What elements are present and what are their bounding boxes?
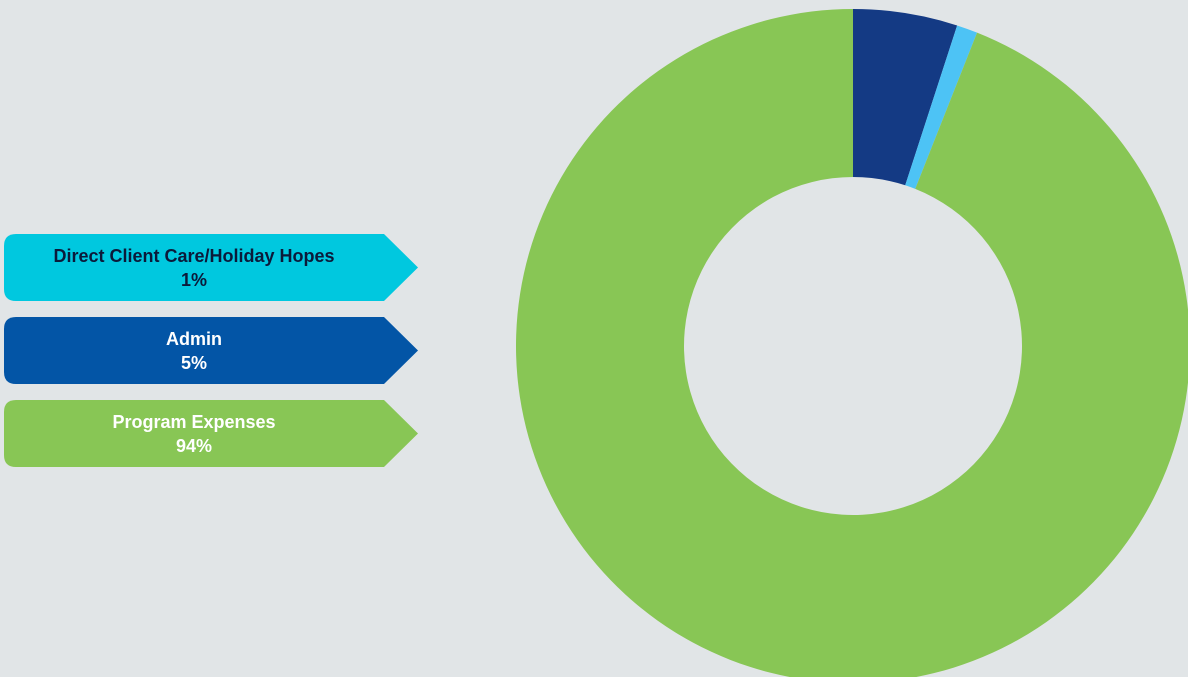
legend-value: 1% xyxy=(180,269,207,290)
legend-tag-shape xyxy=(4,400,418,467)
legend-tag-fill-admin xyxy=(4,317,418,384)
legend-text-program-expenses: Program Expenses 94% xyxy=(4,400,384,467)
legend-label: Direct Client Care/Holiday Hopes xyxy=(53,245,335,266)
donut-slice-program-expenses xyxy=(516,9,1188,677)
legend-tag-shape xyxy=(4,317,418,384)
legend-text-direct-client-care: Direct Client Care/Holiday Hopes 1% xyxy=(4,234,384,301)
legend-text-admin: Admin 5% xyxy=(4,317,384,384)
legend-label: Admin xyxy=(166,328,222,349)
legend-tag-shape xyxy=(4,234,418,301)
legend-item-admin: Admin 5% xyxy=(4,317,418,384)
donut-slice-admin xyxy=(853,9,958,186)
legend-item-program-expenses: Program Expenses 94% xyxy=(4,400,418,467)
legend-tag-fill-program-expenses xyxy=(4,400,418,467)
legend-label: Program Expenses xyxy=(112,411,276,432)
donut-slice-direct-client-care-holiday-hopes xyxy=(905,25,978,189)
legend-item-direct-client-care: Direct Client Care/Holiday Hopes 1% xyxy=(4,234,418,301)
legend-value: 94% xyxy=(175,435,213,456)
legend-tag-fill-direct-client-care xyxy=(4,234,418,301)
legend-value: 5% xyxy=(180,352,207,373)
